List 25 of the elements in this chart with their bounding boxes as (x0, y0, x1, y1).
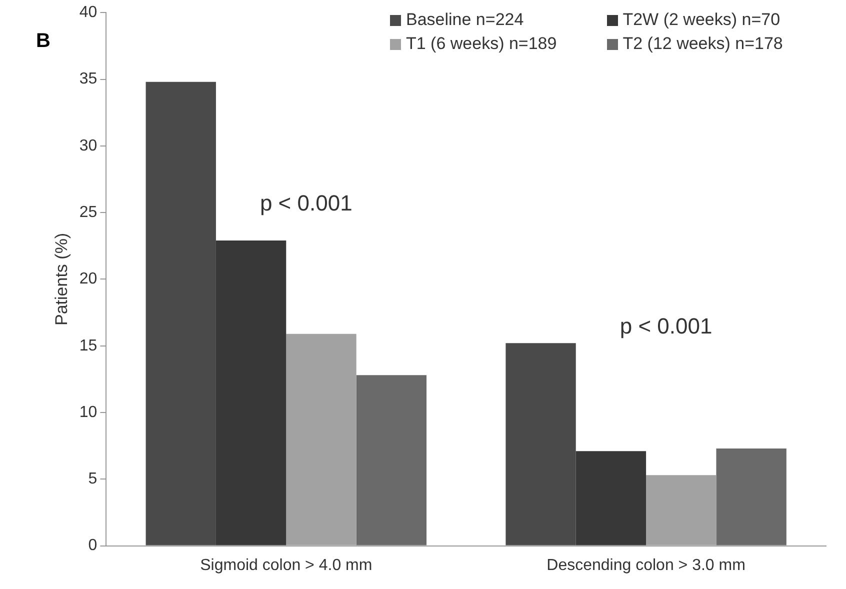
bar (716, 448, 786, 546)
y-tick-label: 30 (79, 137, 98, 154)
legend-label: T2W (2 weeks) n=70 (622, 10, 780, 30)
bar (506, 343, 576, 546)
x-tick-label: Sigmoid colon > 4.0 mm (200, 556, 372, 574)
bar (576, 451, 646, 546)
bar (146, 82, 216, 546)
y-tick-label: 40 (79, 4, 98, 22)
x-tick-label: Descending colon > 3.0 mm (546, 556, 746, 574)
y-tick-label: 0 (88, 537, 98, 554)
legend-label: Baseline n=224 (406, 10, 524, 30)
y-tick-label: 15 (79, 337, 98, 354)
y-axis-title: Patients (%) (52, 232, 71, 326)
y-tick-label: 10 (79, 404, 98, 421)
y-tick-label: 20 (79, 270, 98, 288)
y-tick-label: 35 (79, 70, 98, 88)
legend-label: T1 (6 weeks) n=189 (406, 34, 557, 54)
bar (356, 375, 427, 546)
annotation: p < 0.001 (620, 313, 712, 338)
text: B (36, 30, 50, 53)
annotation: p < 0.001 (260, 190, 352, 216)
y-tick-label: 25 (79, 204, 98, 221)
legend-label: T2 (12 weeks) n=178 (622, 34, 783, 54)
bar (216, 240, 286, 546)
y-tick-label: 5 (88, 470, 98, 488)
